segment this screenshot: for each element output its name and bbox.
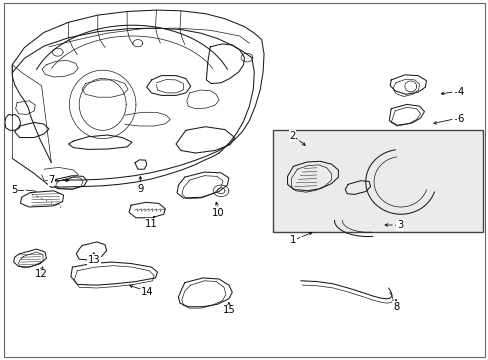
Text: 3: 3 <box>396 220 402 230</box>
Text: 13: 13 <box>87 255 100 265</box>
Text: 4: 4 <box>457 87 463 97</box>
Bar <box>272 130 482 232</box>
Text: 1: 1 <box>289 235 296 245</box>
Text: 10: 10 <box>211 208 224 218</box>
Text: 12: 12 <box>35 269 48 279</box>
Text: 6: 6 <box>456 114 463 124</box>
Text: 11: 11 <box>145 219 158 229</box>
Text: 15: 15 <box>222 305 235 315</box>
Text: 7: 7 <box>48 175 55 185</box>
Text: 2: 2 <box>288 131 295 141</box>
Text: 5: 5 <box>11 185 18 195</box>
Text: 14: 14 <box>141 287 154 297</box>
Text: 9: 9 <box>137 184 143 194</box>
Text: 8: 8 <box>392 302 398 312</box>
